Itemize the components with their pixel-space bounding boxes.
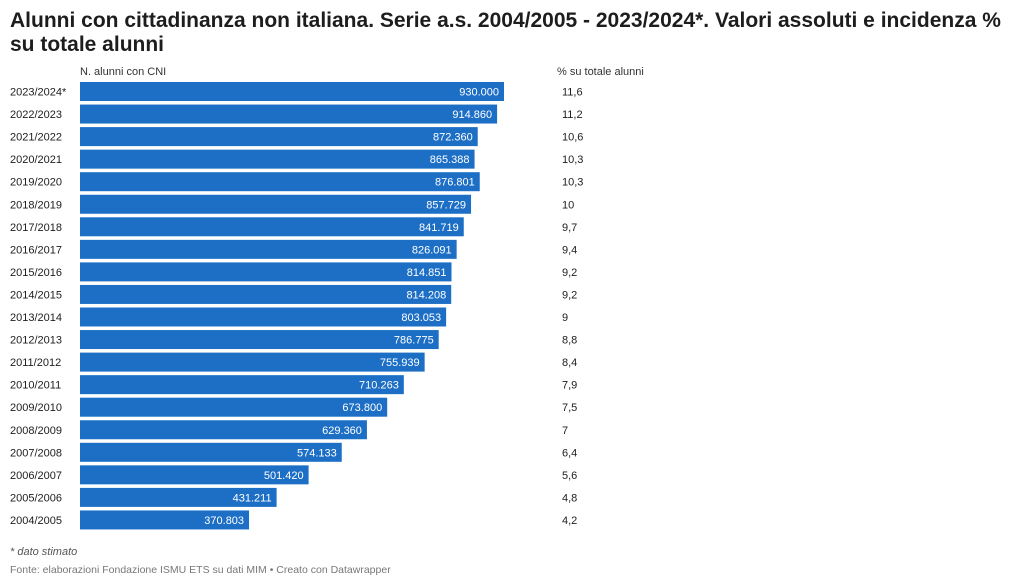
bar — [80, 375, 404, 395]
category-label: 2020/2021 — [10, 154, 62, 166]
bar-value-label: 930.000 — [459, 87, 499, 99]
percent-label: 4,2 — [562, 515, 577, 527]
category-label: 2004/2005 — [10, 515, 62, 527]
category-label: 2011/2012 — [10, 357, 61, 369]
bar-value-label: 914.860 — [452, 109, 492, 121]
bar — [80, 442, 342, 462]
bar — [80, 284, 452, 304]
category-label: 2014/2015 — [10, 289, 62, 301]
percent-label: 10 — [562, 199, 574, 211]
percent-label: 9,2 — [562, 289, 577, 301]
bar-value-label: 786.775 — [394, 335, 434, 347]
bar-value-label: 574.133 — [297, 447, 337, 459]
percent-column-header: % su totale alunni — [557, 66, 644, 78]
bar — [80, 420, 367, 440]
bar-value-label: 673.800 — [342, 402, 382, 414]
bar-value-label: 841.719 — [419, 222, 459, 234]
bar — [80, 397, 388, 417]
percent-label: 9,2 — [562, 267, 577, 279]
category-label: 2010/2011 — [10, 380, 61, 392]
bar-value-label: 501.420 — [264, 470, 304, 482]
bar-value-label: 629.360 — [322, 425, 362, 437]
bar — [80, 149, 475, 169]
bar — [80, 217, 464, 237]
bar-value-label: 431.211 — [233, 492, 272, 504]
bar — [80, 127, 478, 147]
category-label: 2012/2013 — [10, 335, 62, 347]
percent-label: 4,8 — [562, 492, 577, 504]
percent-label: 10,3 — [562, 154, 583, 166]
percent-label: 9,7 — [562, 222, 577, 234]
bar-value-label: 710.263 — [359, 380, 399, 392]
bar — [80, 330, 439, 350]
bar-value-label: 876.801 — [435, 177, 475, 189]
bar-value-label: 857.729 — [426, 199, 466, 211]
category-label: 2019/2020 — [10, 177, 62, 189]
bar-value-label: 814.851 — [407, 267, 447, 279]
bar — [80, 194, 472, 214]
bar-value-label: 755.939 — [380, 357, 420, 369]
bar-column-header: N. alunni con CNI — [80, 66, 167, 78]
bar — [80, 510, 250, 530]
category-label: 2006/2007 — [10, 470, 62, 482]
category-label: 2007/2008 — [10, 447, 62, 459]
category-label: 2005/2006 — [10, 492, 62, 504]
bar — [80, 465, 309, 485]
category-label: 2023/2024* — [10, 87, 67, 99]
bar — [80, 307, 447, 327]
bar-value-label: 826.091 — [412, 244, 452, 256]
bar — [80, 104, 498, 124]
percent-label: 8,8 — [562, 335, 577, 347]
percent-label: 9 — [562, 312, 568, 324]
bar-value-label: 872.360 — [433, 132, 473, 144]
percent-label: 7,9 — [562, 380, 577, 392]
footnote: * dato stimato — [10, 546, 78, 558]
bar — [80, 239, 457, 259]
category-label: 2013/2014 — [10, 312, 62, 324]
category-label: 2018/2019 — [10, 199, 62, 211]
bar-value-label: 803.053 — [401, 312, 441, 324]
percent-label: 7,5 — [562, 402, 577, 414]
percent-label: 7 — [562, 425, 568, 437]
chart-title: Alunni con cittadinanza non italiana. Se… — [10, 9, 1001, 56]
source-note: Fonte: elaborazioni Fondazione ISMU ETS … — [10, 564, 391, 576]
bar — [80, 487, 277, 507]
category-label: 2015/2016 — [10, 267, 62, 279]
percent-label: 9,4 — [562, 244, 577, 256]
category-label: 2016/2017 — [10, 244, 62, 256]
percent-label: 10,3 — [562, 177, 583, 189]
category-label: 2021/2022 — [10, 132, 62, 144]
percent-label: 11,2 — [562, 109, 583, 121]
category-label: 2008/2009 — [10, 425, 62, 437]
category-label: 2022/2023 — [10, 109, 62, 121]
category-label: 2009/2010 — [10, 402, 62, 414]
bar — [80, 82, 504, 101]
bar-value-label: 370.803 — [204, 515, 244, 527]
bar-value-label: 865.388 — [430, 154, 470, 166]
percent-label: 5,6 — [562, 470, 577, 482]
category-label: 2017/2018 — [10, 222, 62, 234]
bar — [80, 262, 452, 282]
percent-label: 10,6 — [562, 132, 583, 144]
percent-label: 8,4 — [562, 357, 577, 369]
percent-label: 6,4 — [562, 447, 577, 459]
bar — [80, 352, 425, 372]
bar — [80, 172, 480, 192]
bar-value-label: 814.208 — [406, 289, 446, 301]
percent-label: 11,6 — [562, 87, 583, 99]
